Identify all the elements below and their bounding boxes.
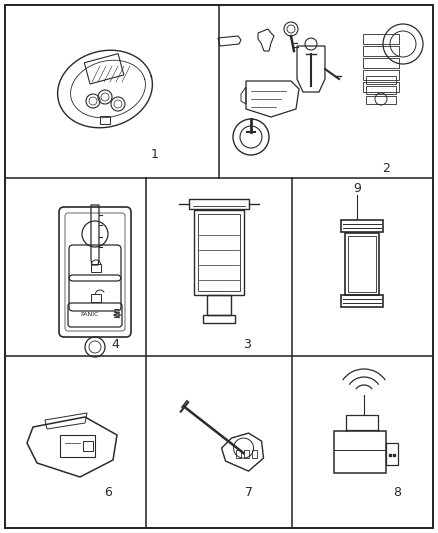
Bar: [366, 96, 396, 104]
Text: 2: 2: [382, 163, 390, 175]
Bar: [334, 431, 386, 473]
Bar: [189, 199, 249, 209]
Text: 6: 6: [104, 487, 112, 499]
Bar: [91, 264, 101, 272]
Text: 9: 9: [353, 182, 361, 195]
Bar: [341, 220, 383, 232]
Bar: [236, 450, 240, 458]
Text: PANIC: PANIC: [81, 312, 99, 318]
Text: 7: 7: [245, 487, 253, 499]
Bar: [345, 233, 379, 295]
Bar: [251, 450, 257, 458]
Bar: [363, 58, 399, 68]
Bar: [207, 295, 231, 315]
Text: 8: 8: [393, 487, 401, 499]
Text: 1: 1: [151, 149, 159, 161]
Bar: [386, 443, 398, 465]
Bar: [363, 82, 399, 92]
Bar: [100, 116, 110, 124]
Text: 4: 4: [111, 337, 119, 351]
Bar: [198, 214, 240, 291]
Bar: [366, 76, 396, 84]
Text: 5: 5: [113, 309, 121, 321]
Bar: [91, 294, 101, 302]
Bar: [363, 70, 399, 80]
Bar: [60, 435, 95, 457]
Bar: [83, 441, 93, 451]
Bar: [348, 236, 376, 292]
Bar: [341, 295, 383, 307]
Bar: [366, 86, 396, 94]
Bar: [84, 54, 124, 84]
Bar: [194, 210, 244, 295]
Bar: [346, 415, 378, 430]
Bar: [244, 450, 248, 458]
Bar: [363, 34, 399, 44]
Bar: [363, 46, 399, 56]
Text: 3: 3: [243, 337, 251, 351]
Bar: [203, 315, 235, 323]
